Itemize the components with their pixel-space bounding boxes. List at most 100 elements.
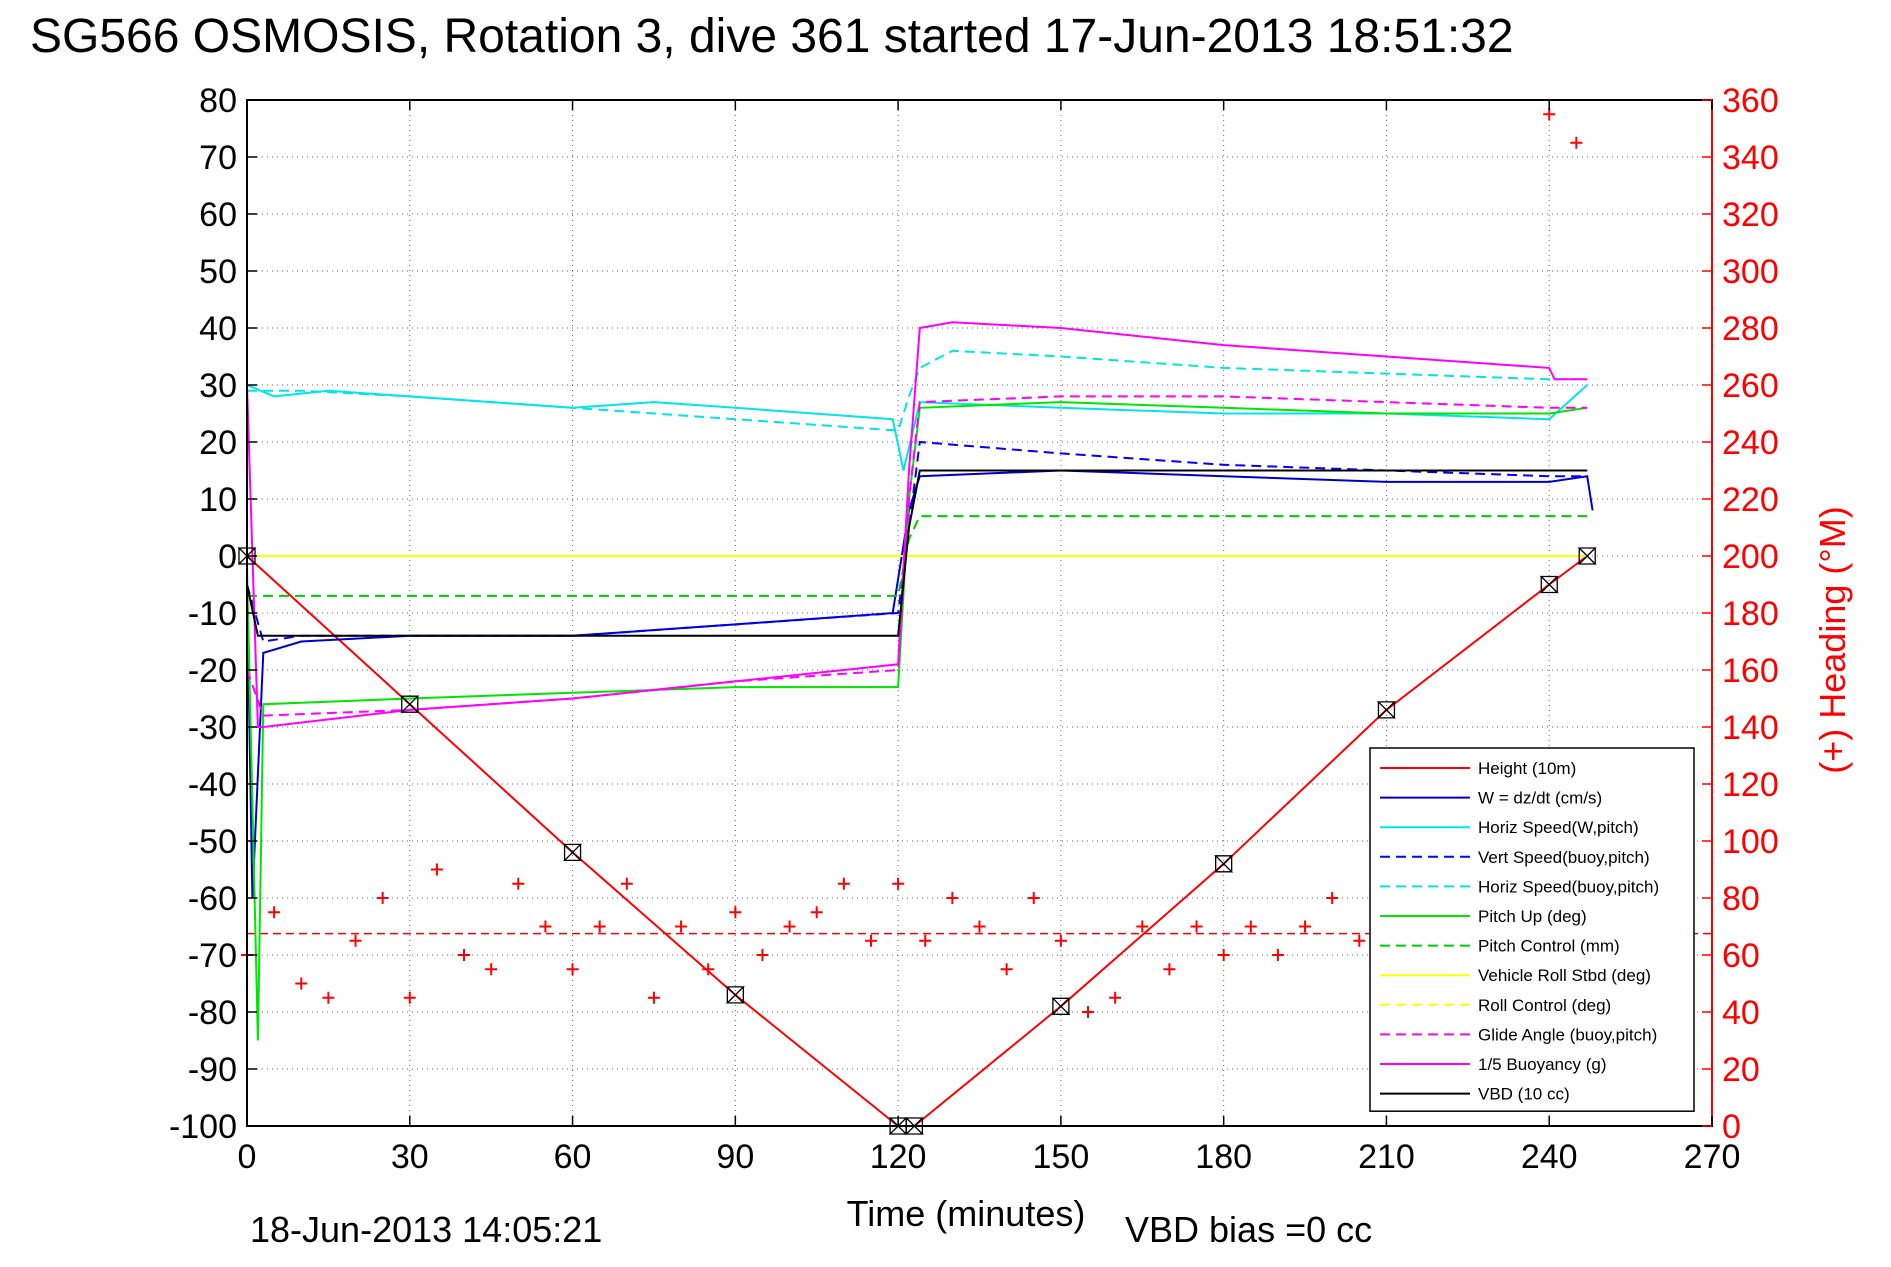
footer-vbd-bias: VBD bias =0 cc <box>1125 1209 1372 1250</box>
heading-point <box>892 877 905 890</box>
y-tick-label-left: 20 <box>199 424 237 462</box>
y-tick-label-right: 80 <box>1722 880 1760 918</box>
y-tick-label-left: -50 <box>188 823 237 861</box>
series-layer <box>237 108 1712 1135</box>
heading-point <box>946 892 959 904</box>
y-tick-label-right: 160 <box>1722 652 1779 690</box>
y-tick-label-left: -90 <box>188 1051 237 1089</box>
heading-point <box>1217 949 1230 961</box>
heading-point <box>864 934 877 947</box>
right-axis-label: (+) Heading (°M) <box>1812 506 1853 773</box>
heading-point <box>702 963 715 976</box>
y-tick-label-left: -10 <box>188 595 237 633</box>
heading-point <box>403 991 416 1004</box>
legend-label: Vehicle Roll Stbd (deg) <box>1478 966 1651 985</box>
x-tick-label: 180 <box>1195 1138 1252 1176</box>
heading-point <box>1353 934 1366 947</box>
x-tick-label: 150 <box>1033 1138 1090 1176</box>
y-tick-label-right: 180 <box>1722 595 1779 633</box>
heading-point <box>322 991 335 1004</box>
y-tick-label-right: 340 <box>1722 139 1779 177</box>
height-marker <box>1577 547 1597 565</box>
y-tick-label-right: 200 <box>1722 538 1779 576</box>
heading-point <box>620 877 633 890</box>
legend-label: Horiz Speed(W,pitch) <box>1478 818 1639 837</box>
heading-point <box>1543 108 1556 121</box>
y-tick-label-right: 20 <box>1722 1051 1760 1089</box>
height-marker <box>1376 701 1397 719</box>
x-tick-label: 60 <box>554 1138 592 1176</box>
heading-point <box>566 963 579 976</box>
legend-label: VBD (10 cc) <box>1478 1085 1570 1104</box>
y-tick-label-left: 10 <box>199 481 237 519</box>
legend-label: Vert Speed(buoy,pitch) <box>1478 848 1650 867</box>
y-tick-label-right: 140 <box>1722 709 1779 747</box>
y-tick-label-left: -30 <box>188 709 237 747</box>
y-tick-label-right: 320 <box>1722 196 1779 234</box>
series-line-2 <box>246 469 1594 899</box>
legend-box <box>1369 747 1695 1112</box>
height-marker <box>1539 575 1559 594</box>
series-line-11 <box>246 321 1588 728</box>
heading-point <box>729 906 742 919</box>
heading-point <box>1082 1006 1095 1018</box>
heading-point <box>268 906 281 919</box>
y-tick-label-left: 50 <box>199 253 237 291</box>
heading-point <box>1190 920 1203 933</box>
legend-label: Height (10m) <box>1478 759 1576 778</box>
y-tick-label-left: 30 <box>199 367 237 405</box>
legend-label: Pitch Control (mm) <box>1478 937 1620 956</box>
chart-title: SG566 OSMOSIS, Rotation 3, dive 361 star… <box>30 10 1514 63</box>
y-tick-label-left: -80 <box>188 994 237 1032</box>
heading-point <box>485 963 498 976</box>
heading-point <box>512 877 525 890</box>
heading-point <box>1054 934 1067 947</box>
heading-point <box>458 949 471 961</box>
y-tick-label-left: 60 <box>199 196 237 234</box>
y-tick-label-right: 60 <box>1722 937 1760 975</box>
y-tick-label-right: 40 <box>1722 994 1760 1032</box>
y-tick-label-right: 220 <box>1722 481 1779 519</box>
heading-point <box>810 906 823 919</box>
x-tick-label: 210 <box>1358 1138 1415 1176</box>
x-tick-label: 90 <box>716 1138 754 1176</box>
heading-point <box>430 863 443 876</box>
heading-point <box>837 877 850 890</box>
y-tick-label-left: 40 <box>199 310 237 348</box>
heading-point <box>1163 963 1176 976</box>
height-marker <box>725 986 745 1004</box>
legend-label: Roll Control (deg) <box>1478 996 1611 1015</box>
heading-point <box>783 920 796 933</box>
series-line-6 <box>246 401 1588 1041</box>
axes-layer: 0 30 60 90 120 150 180 210 240 270 80 70 60 50 40 30 20 1… <box>169 82 1779 1176</box>
series-line-12 <box>246 469 1588 637</box>
heading-point <box>675 920 688 933</box>
y-tick-label-left: -70 <box>188 937 237 975</box>
x-tick-label: 240 <box>1521 1138 1578 1176</box>
x-tick-label: 30 <box>391 1138 429 1176</box>
y-tick-label-right: 240 <box>1722 424 1779 462</box>
heading-point <box>1109 991 1122 1004</box>
x-tick-label: 270 <box>1684 1138 1741 1176</box>
x-tick-label: 0 <box>238 1138 257 1176</box>
heading-point <box>376 892 389 904</box>
heading-point <box>593 920 606 933</box>
legend-label: 1/5 Buoyancy (g) <box>1478 1055 1607 1074</box>
y-tick-label-left: -60 <box>188 880 237 918</box>
y-tick-label-right: 100 <box>1722 823 1779 861</box>
heading-point <box>756 949 769 961</box>
heading-point <box>1136 920 1149 933</box>
heading-point <box>1271 949 1284 961</box>
y-tick-label-left: 80 <box>199 82 237 120</box>
heading-point <box>1326 892 1339 904</box>
y-tick-label-left: -40 <box>188 766 237 804</box>
heading-point <box>295 977 308 990</box>
x-axis-label: Time (minutes) <box>847 1193 1086 1234</box>
legend-label: W = dz/dt (cm/s) <box>1478 789 1602 808</box>
y-tick-label-right: 260 <box>1722 367 1779 405</box>
height-marker <box>562 843 583 862</box>
x-tick-label: 120 <box>870 1138 927 1176</box>
y-tick-label-left: -100 <box>169 1108 237 1146</box>
heading-point <box>1244 920 1257 933</box>
